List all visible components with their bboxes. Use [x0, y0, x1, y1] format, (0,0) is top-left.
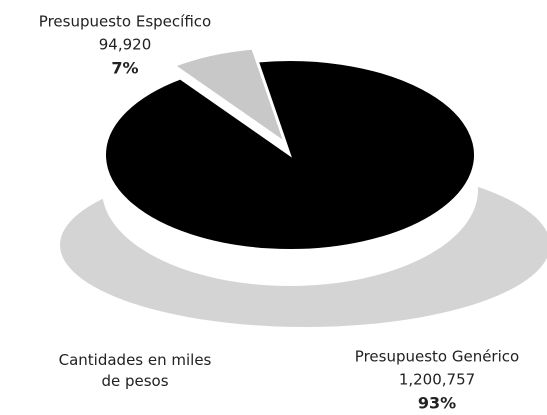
note: Cantidades en miles de pesos	[58, 351, 212, 390]
slice-label: Presupuesto Específico	[39, 13, 211, 31]
value-label: 94,920	[99, 36, 152, 54]
slice-label: Presupuesto Genérico	[355, 348, 519, 366]
value-label: 1,200,757	[399, 371, 475, 389]
percent-label: 93%	[418, 394, 456, 413]
percent-label: 7%	[111, 59, 138, 78]
pie-slice	[104, 59, 476, 251]
pie-slice	[172, 47, 287, 145]
